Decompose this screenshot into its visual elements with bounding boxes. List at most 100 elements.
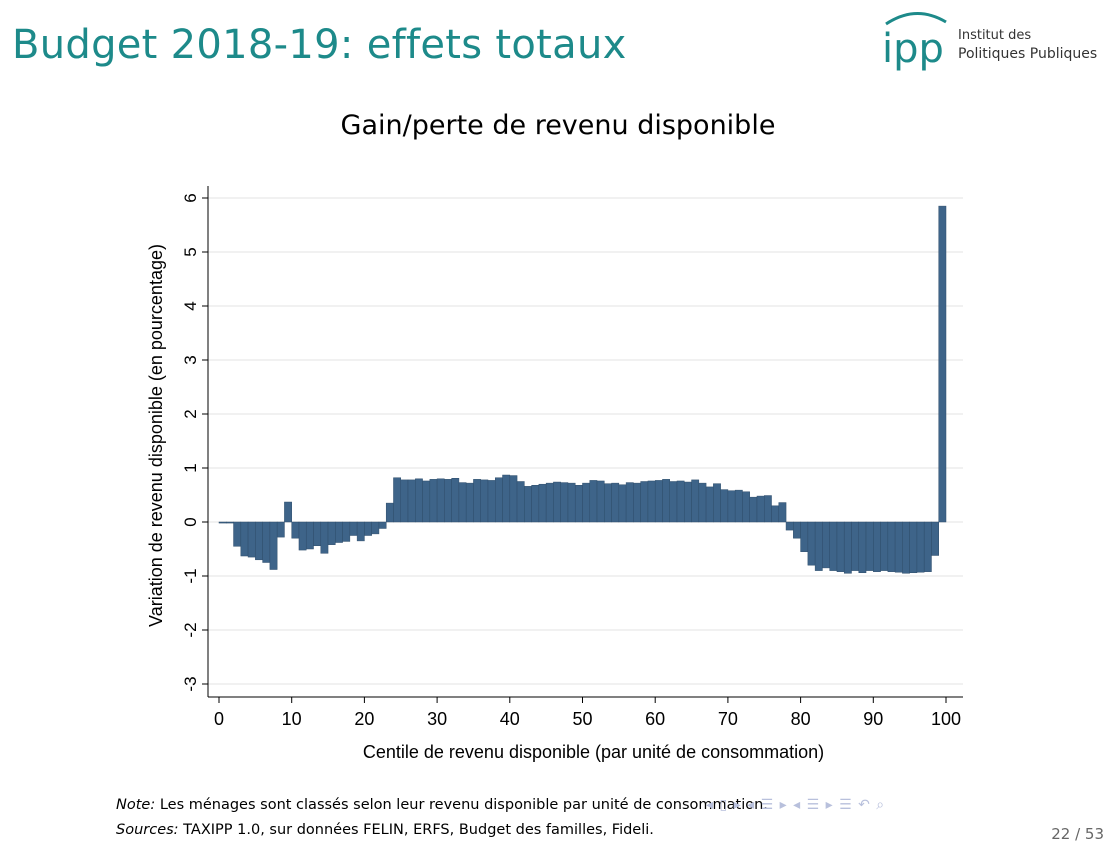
x-axis-title: Centile de revenu disponible (par unité … — [363, 742, 824, 762]
bar — [444, 479, 452, 523]
bar — [480, 479, 489, 523]
bar — [487, 480, 496, 523]
bar — [698, 482, 707, 523]
bar — [516, 481, 525, 523]
bar — [800, 521, 809, 552]
bar — [415, 478, 423, 523]
x-tick-label: 10 — [282, 709, 302, 729]
bar — [720, 489, 729, 523]
bar — [902, 521, 910, 574]
bar — [654, 480, 663, 523]
bar — [356, 521, 365, 542]
logo-arc — [885, 12, 947, 26]
bar — [400, 479, 409, 523]
bar — [742, 491, 750, 523]
bar — [218, 521, 227, 524]
bar — [371, 521, 380, 535]
bar — [284, 501, 292, 523]
bar — [502, 474, 511, 523]
bar — [385, 502, 394, 523]
y-tick-label: -1 — [181, 568, 200, 583]
beamer-navigation: ◂ ▯ ▸ ◂ ☰ ▸ ◂ ☰ ▸ ☰ ↶ ⌕ — [706, 797, 885, 813]
bar — [858, 521, 867, 574]
bar — [327, 521, 336, 545]
bar — [473, 479, 481, 523]
bar — [458, 482, 467, 523]
align-icon[interactable]: ☰ — [839, 797, 853, 813]
bar — [335, 521, 343, 543]
bar — [829, 521, 838, 571]
bar — [633, 482, 641, 523]
sources-label: Sources: — [116, 822, 179, 838]
bar — [865, 521, 874, 571]
bar — [553, 481, 561, 523]
bar — [873, 521, 881, 572]
page-number: 22 / 53 — [1051, 825, 1104, 843]
bar — [393, 477, 402, 523]
x-tick-label: 20 — [354, 709, 374, 729]
x-tick-label: 40 — [500, 709, 520, 729]
x-tick-label: 50 — [572, 709, 592, 729]
y-tick-label: 1 — [181, 463, 200, 472]
bar — [524, 486, 532, 523]
bar — [938, 205, 947, 523]
bar — [305, 521, 314, 550]
bar — [749, 496, 758, 523]
sources-text: TAXIPP 1.0, sur données FELIN, ERFS, Bud… — [178, 822, 654, 838]
section-nav-icon[interactable]: ◂ ☰ ▸ — [747, 797, 788, 813]
logo-mark-text: ipp — [882, 26, 944, 72]
x-tick-label: 70 — [718, 709, 738, 729]
bar — [713, 483, 721, 523]
bar — [407, 479, 416, 523]
bar — [582, 482, 591, 523]
y-tick-label: 0 — [181, 517, 200, 526]
x-tick-label: 90 — [863, 709, 883, 729]
x-tick-label: 80 — [791, 709, 811, 729]
bar — [691, 479, 700, 523]
bar — [596, 480, 605, 523]
bar — [793, 521, 801, 539]
bar — [931, 521, 939, 556]
y-tick-label: 6 — [181, 193, 200, 202]
bar — [684, 481, 692, 523]
frame-nav-icon[interactable]: ◂ ▯ ▸ — [706, 797, 742, 813]
bar — [545, 482, 554, 523]
search-icon[interactable]: ⌕ — [876, 797, 886, 813]
bar — [233, 521, 242, 547]
bar — [226, 521, 234, 524]
bar — [495, 477, 503, 523]
x-tick-label: 100 — [931, 709, 961, 729]
note-label: Note: — [116, 797, 156, 813]
bar — [778, 502, 787, 523]
ipp-logo: ipp Institut des Politiques Publiques — [876, 2, 1112, 76]
bar — [836, 521, 845, 572]
bar — [349, 521, 358, 536]
x-tick-label: 30 — [427, 709, 447, 729]
bar — [625, 482, 634, 523]
bar — [618, 484, 627, 523]
bar — [843, 521, 852, 574]
undo-icon[interactable]: ↶ — [858, 797, 871, 813]
bar — [669, 481, 678, 523]
x-tick-label: 60 — [645, 709, 665, 729]
note-line: Note: Les ménages sont classés selon leu… — [116, 797, 768, 813]
bar — [509, 475, 518, 523]
bar — [611, 482, 620, 523]
bar — [422, 480, 431, 523]
y-axis-title: Variation de revenu disponible (en pourc… — [146, 244, 166, 627]
bar — [771, 505, 780, 523]
y-tick-label: -2 — [181, 622, 200, 637]
subsection-nav-icon[interactable]: ◂ ☰ ▸ — [793, 797, 834, 813]
bar — [887, 521, 896, 572]
bar — [429, 479, 438, 523]
bar — [538, 483, 547, 523]
bar — [276, 521, 285, 538]
bar — [647, 480, 656, 523]
y-tick-label: 4 — [181, 301, 200, 310]
bar — [255, 521, 263, 561]
bar — [298, 521, 307, 551]
bar — [923, 521, 932, 572]
bar — [880, 521, 889, 571]
bar — [851, 521, 860, 571]
